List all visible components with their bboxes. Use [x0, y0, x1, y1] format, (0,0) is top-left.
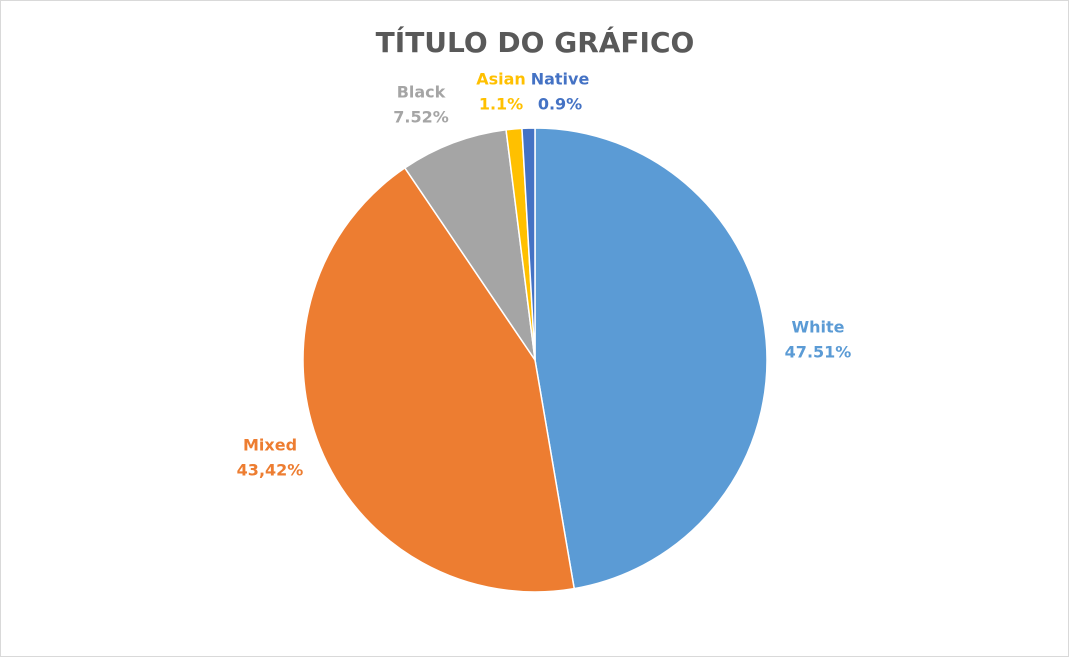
slice-value-label: 0.9% — [538, 95, 582, 114]
slice-label: Asian — [476, 70, 526, 89]
slice-label: White — [791, 318, 844, 337]
pie-slice — [521, 127, 536, 361]
pie-slice — [403, 128, 536, 361]
slice-value-label: 47.51% — [785, 343, 852, 362]
slice-value-label: 43,42% — [237, 461, 304, 480]
slice-value-label: 1.1% — [479, 95, 523, 114]
slice-label: Native — [531, 70, 590, 89]
chart-title: TÍTULO DO GRÁFICO — [376, 25, 695, 59]
slice-label: Black — [397, 83, 446, 102]
slice-value-label: 7.52% — [393, 108, 449, 127]
pie-slice — [302, 166, 576, 593]
slice-label: Mixed — [243, 436, 297, 455]
pie-slice — [534, 127, 768, 590]
